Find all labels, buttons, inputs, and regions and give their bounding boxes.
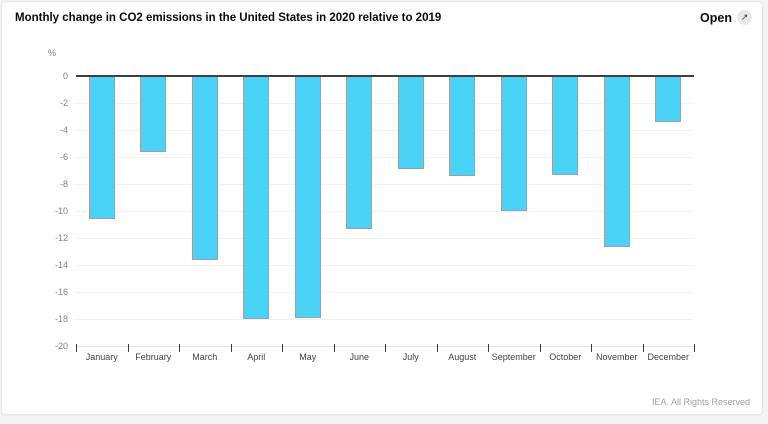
x-tick-label: March <box>192 352 218 362</box>
x-tick-label: July <box>402 352 419 362</box>
open-button[interactable]: Open ↗ <box>700 10 752 25</box>
y-axis-labels: 0 -2 -4 -6 -8 -10 -12 -14 -16 -18 -20 <box>26 71 68 351</box>
gridline <box>76 130 694 131</box>
bar-july[interactable] <box>397 76 424 170</box>
bar-october[interactable] <box>552 76 579 175</box>
x-tick-label: June <box>349 352 370 362</box>
bar-november[interactable] <box>603 76 630 248</box>
chart-card: Monthly change in CO2 emissions in the U… <box>1 1 763 415</box>
y-axis-unit-label: % <box>48 48 57 58</box>
x-axis-tick <box>333 344 335 352</box>
x-axis-tick <box>539 344 541 352</box>
x-tick-label: November <box>595 352 638 362</box>
gridline <box>76 292 694 293</box>
bar-january[interactable] <box>88 76 115 220</box>
x-axis-tick <box>591 344 592 352</box>
gridline <box>76 184 694 185</box>
x-axis-labels: January February March April May June July Augu… <box>76 352 694 362</box>
x-tick-label: April <box>247 352 266 362</box>
bar-may[interactable] <box>294 76 321 318</box>
copyright-text: IEA. All Rights Reserved <box>651 397 750 407</box>
bar-february[interactable] <box>140 76 167 152</box>
x-axis-tick <box>230 344 232 352</box>
bar-june[interactable] <box>346 76 373 229</box>
chart-title: Monthly change in CO2 emissions in the U… <box>15 12 442 24</box>
bar-april[interactable] <box>243 76 270 319</box>
x-axis-tick <box>282 344 283 352</box>
gridline <box>76 319 694 320</box>
y-tick-label: -20 <box>54 341 68 351</box>
x-tick-label: May <box>299 352 317 362</box>
y-tick-label: -10 <box>54 206 68 216</box>
bar-december[interactable] <box>655 76 682 122</box>
gridline <box>76 265 694 266</box>
plot-area <box>76 75 695 352</box>
gridline <box>76 103 694 104</box>
y-tick-label: -4 <box>59 125 68 135</box>
gridline <box>76 157 694 158</box>
gridline <box>76 238 694 239</box>
x-tick-label: October <box>549 352 582 362</box>
external-link-icon: ↗ <box>737 10 752 25</box>
x-axis-tick <box>488 344 489 352</box>
x-tick-label: December <box>647 352 689 362</box>
x-axis-tick <box>694 344 695 352</box>
x-axis-tick <box>179 344 180 352</box>
y-tick-label: -12 <box>54 233 68 243</box>
y-tick-label: -8 <box>59 179 68 189</box>
y-tick-label: 0 <box>62 71 68 81</box>
zero-line <box>76 75 694 77</box>
x-tick-label: January <box>85 352 118 362</box>
x-axis-tick <box>76 344 77 352</box>
y-tick-label: -14 <box>54 260 68 270</box>
bar-september[interactable] <box>500 76 527 211</box>
y-tick-label: -2 <box>59 98 68 108</box>
x-tick-label: August <box>448 352 477 362</box>
bar-march[interactable] <box>191 76 218 260</box>
x-tick-label: September <box>491 352 536 362</box>
x-axis-tick <box>127 344 129 352</box>
x-axis-tick <box>385 344 386 352</box>
open-button-label: Open <box>700 10 732 25</box>
y-tick-label: -16 <box>54 287 68 297</box>
y-tick-label: -6 <box>59 152 68 162</box>
gridline <box>76 211 694 212</box>
x-axis-tick <box>642 344 644 352</box>
bar-august[interactable] <box>449 76 476 176</box>
y-tick-label: -18 <box>54 314 68 324</box>
x-tick-label: February <box>135 352 172 362</box>
x-axis-tick <box>436 344 438 352</box>
